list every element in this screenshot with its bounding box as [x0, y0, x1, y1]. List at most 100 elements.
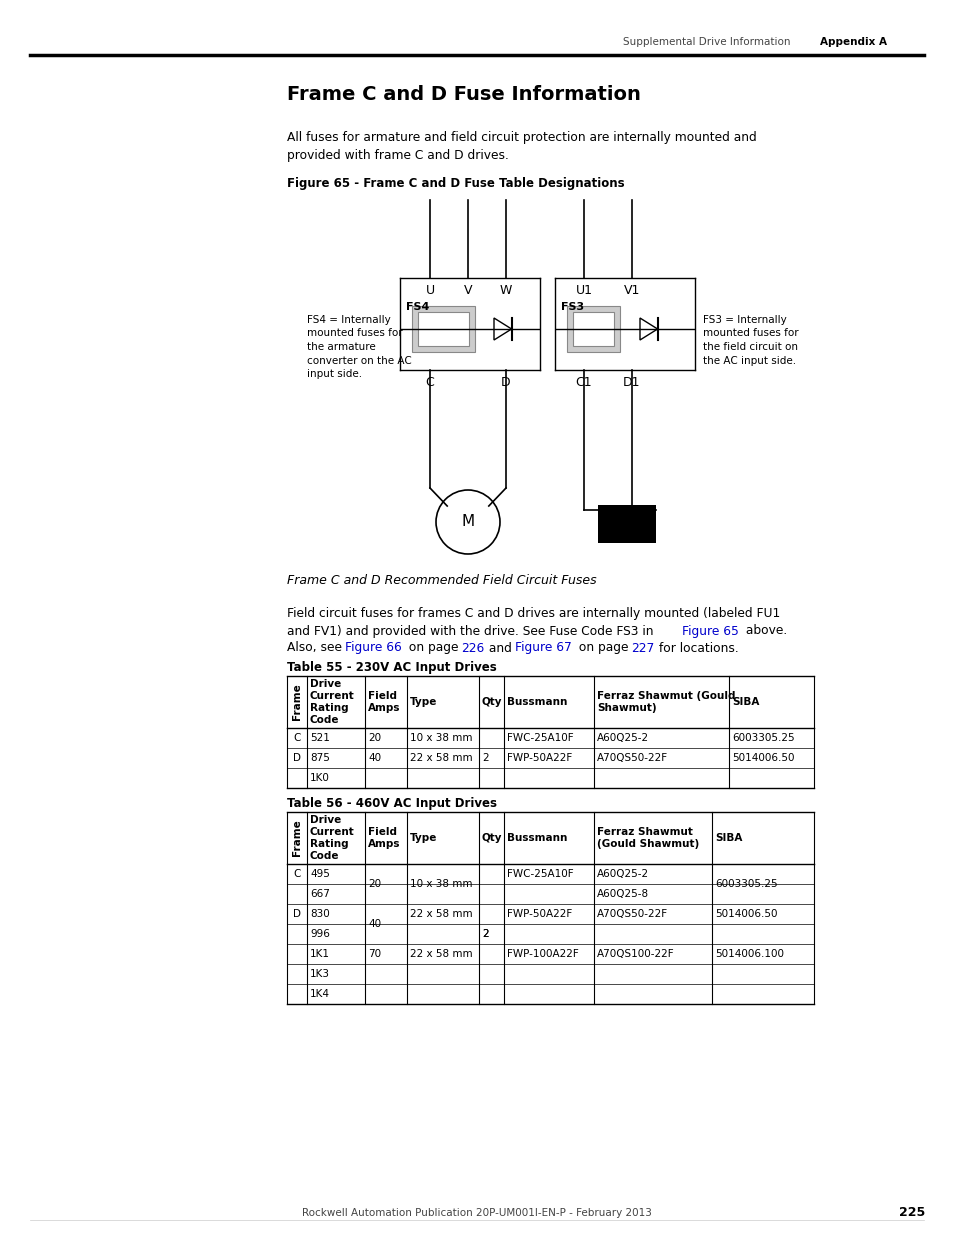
Text: 225: 225: [898, 1207, 924, 1219]
Bar: [412, 306, 475, 352]
Text: 1K3: 1K3: [310, 969, 330, 979]
Text: Shawmut): Shawmut): [597, 703, 656, 713]
Text: Qty: Qty: [481, 832, 502, 844]
Text: 521: 521: [310, 734, 330, 743]
Text: Bussmann: Bussmann: [506, 697, 567, 706]
Text: Qty: Qty: [481, 697, 502, 706]
Polygon shape: [494, 317, 511, 340]
Text: 227: 227: [630, 641, 654, 655]
Text: FWP-100A22F: FWP-100A22F: [506, 948, 578, 960]
Text: FWC-25A10F: FWC-25A10F: [506, 734, 573, 743]
Text: FS3: FS3: [560, 303, 583, 312]
Text: Current: Current: [310, 827, 355, 837]
Text: Also, see: Also, see: [287, 641, 346, 655]
Text: A60Q25-2: A60Q25-2: [597, 869, 648, 879]
Text: Table 56 - 460V AC Input Drives: Table 56 - 460V AC Input Drives: [287, 798, 497, 810]
Text: 226: 226: [460, 641, 484, 655]
Text: 1K1: 1K1: [310, 948, 330, 960]
Text: 1K4: 1K4: [310, 989, 330, 999]
Text: and: and: [484, 641, 516, 655]
Text: Code: Code: [310, 715, 339, 725]
Text: D: D: [500, 377, 510, 389]
Text: converter on the AC: converter on the AC: [307, 356, 412, 366]
Text: Field circuit fuses for frames C and D drives are internally mounted (labeled FU: Field circuit fuses for frames C and D d…: [287, 608, 780, 620]
Text: FWC-25A10F: FWC-25A10F: [506, 869, 573, 879]
Text: provided with frame C and D drives.: provided with frame C and D drives.: [287, 148, 508, 162]
Text: 495: 495: [310, 869, 330, 879]
Text: 10 x 38 mm: 10 x 38 mm: [410, 734, 472, 743]
Text: Amps: Amps: [368, 839, 400, 848]
Text: U: U: [425, 284, 435, 298]
Text: All fuses for armature and field circuit protection are internally mounted and: All fuses for armature and field circuit…: [287, 131, 756, 144]
Text: A60Q25-8: A60Q25-8: [597, 889, 648, 899]
Text: 20: 20: [368, 734, 381, 743]
Text: Frame: Frame: [292, 820, 302, 856]
Text: Current: Current: [310, 692, 355, 701]
Text: the AC input side.: the AC input side.: [702, 356, 796, 366]
Text: D: D: [293, 753, 301, 763]
Text: W: W: [499, 284, 512, 298]
Text: Appendix A: Appendix A: [820, 37, 886, 47]
Text: 2: 2: [481, 929, 488, 939]
Text: C: C: [425, 377, 434, 389]
Text: 2: 2: [481, 929, 488, 939]
Text: 40: 40: [368, 753, 381, 763]
Text: (Gould Shawmut): (Gould Shawmut): [597, 839, 699, 848]
Text: on page: on page: [405, 641, 462, 655]
Text: U1: U1: [575, 284, 592, 298]
Text: Table 55 - 230V AC Input Drives: Table 55 - 230V AC Input Drives: [287, 662, 497, 674]
Circle shape: [436, 490, 499, 555]
Text: 1K0: 1K0: [310, 773, 330, 783]
Text: Field: Field: [368, 692, 396, 701]
Text: 5014006.50: 5014006.50: [714, 909, 777, 919]
Text: on page: on page: [575, 641, 632, 655]
Text: Type: Type: [410, 697, 436, 706]
Text: Frame C and D Fuse Information: Frame C and D Fuse Information: [287, 85, 640, 105]
Text: FS3 = Internally: FS3 = Internally: [702, 315, 786, 325]
Text: Figure 65: Figure 65: [681, 625, 739, 637]
Bar: [566, 306, 619, 352]
Text: Drive: Drive: [310, 815, 341, 825]
Text: 10 x 38 mm: 10 x 38 mm: [410, 879, 472, 889]
Text: Rockwell Automation Publication 20P-UM001I-EN-P - February 2013: Rockwell Automation Publication 20P-UM00…: [302, 1208, 651, 1218]
Text: C1: C1: [575, 377, 592, 389]
Text: 20: 20: [368, 879, 381, 889]
Text: Supplemental Drive Information: Supplemental Drive Information: [622, 37, 790, 47]
Text: FWP-50A22F: FWP-50A22F: [506, 909, 572, 919]
Text: 830: 830: [310, 909, 330, 919]
Text: A70QS50-22F: A70QS50-22F: [597, 753, 667, 763]
Text: A60Q25-2: A60Q25-2: [597, 734, 648, 743]
Bar: [598, 505, 656, 543]
Text: input side.: input side.: [307, 369, 362, 379]
Text: Drive: Drive: [310, 679, 341, 689]
Text: 5014006.50: 5014006.50: [731, 753, 794, 763]
Text: and FV1) and provided with the drive. See Fuse Code FS3 in: and FV1) and provided with the drive. Se…: [287, 625, 657, 637]
Text: FS4 = Internally: FS4 = Internally: [307, 315, 391, 325]
Text: A70QS100-22F: A70QS100-22F: [597, 948, 674, 960]
Text: Figure 66: Figure 66: [345, 641, 401, 655]
Text: 6003305.25: 6003305.25: [714, 879, 777, 889]
Text: 5014006.100: 5014006.100: [714, 948, 783, 960]
Text: C: C: [293, 869, 300, 879]
Text: 70: 70: [368, 948, 381, 960]
Text: M: M: [461, 515, 474, 530]
Text: 996: 996: [310, 929, 330, 939]
Text: Bussmann: Bussmann: [506, 832, 567, 844]
Text: 667: 667: [310, 889, 330, 899]
Text: mounted fuses for: mounted fuses for: [307, 329, 402, 338]
Text: Type: Type: [410, 832, 436, 844]
Text: the armature: the armature: [307, 342, 375, 352]
Text: 2: 2: [481, 753, 488, 763]
Text: V: V: [463, 284, 472, 298]
Text: above.: above.: [741, 625, 786, 637]
Text: Rating: Rating: [310, 703, 348, 713]
Bar: [417, 312, 469, 346]
Text: 6003305.25: 6003305.25: [731, 734, 794, 743]
Text: mounted fuses for: mounted fuses for: [702, 329, 798, 338]
Text: Field: Field: [368, 827, 396, 837]
Text: D1: D1: [622, 377, 640, 389]
Text: Ferraz Shawmut (Gould: Ferraz Shawmut (Gould: [597, 692, 735, 701]
Text: 22 x 58 mm: 22 x 58 mm: [410, 909, 472, 919]
Text: SIBA: SIBA: [731, 697, 759, 706]
Polygon shape: [639, 317, 657, 340]
